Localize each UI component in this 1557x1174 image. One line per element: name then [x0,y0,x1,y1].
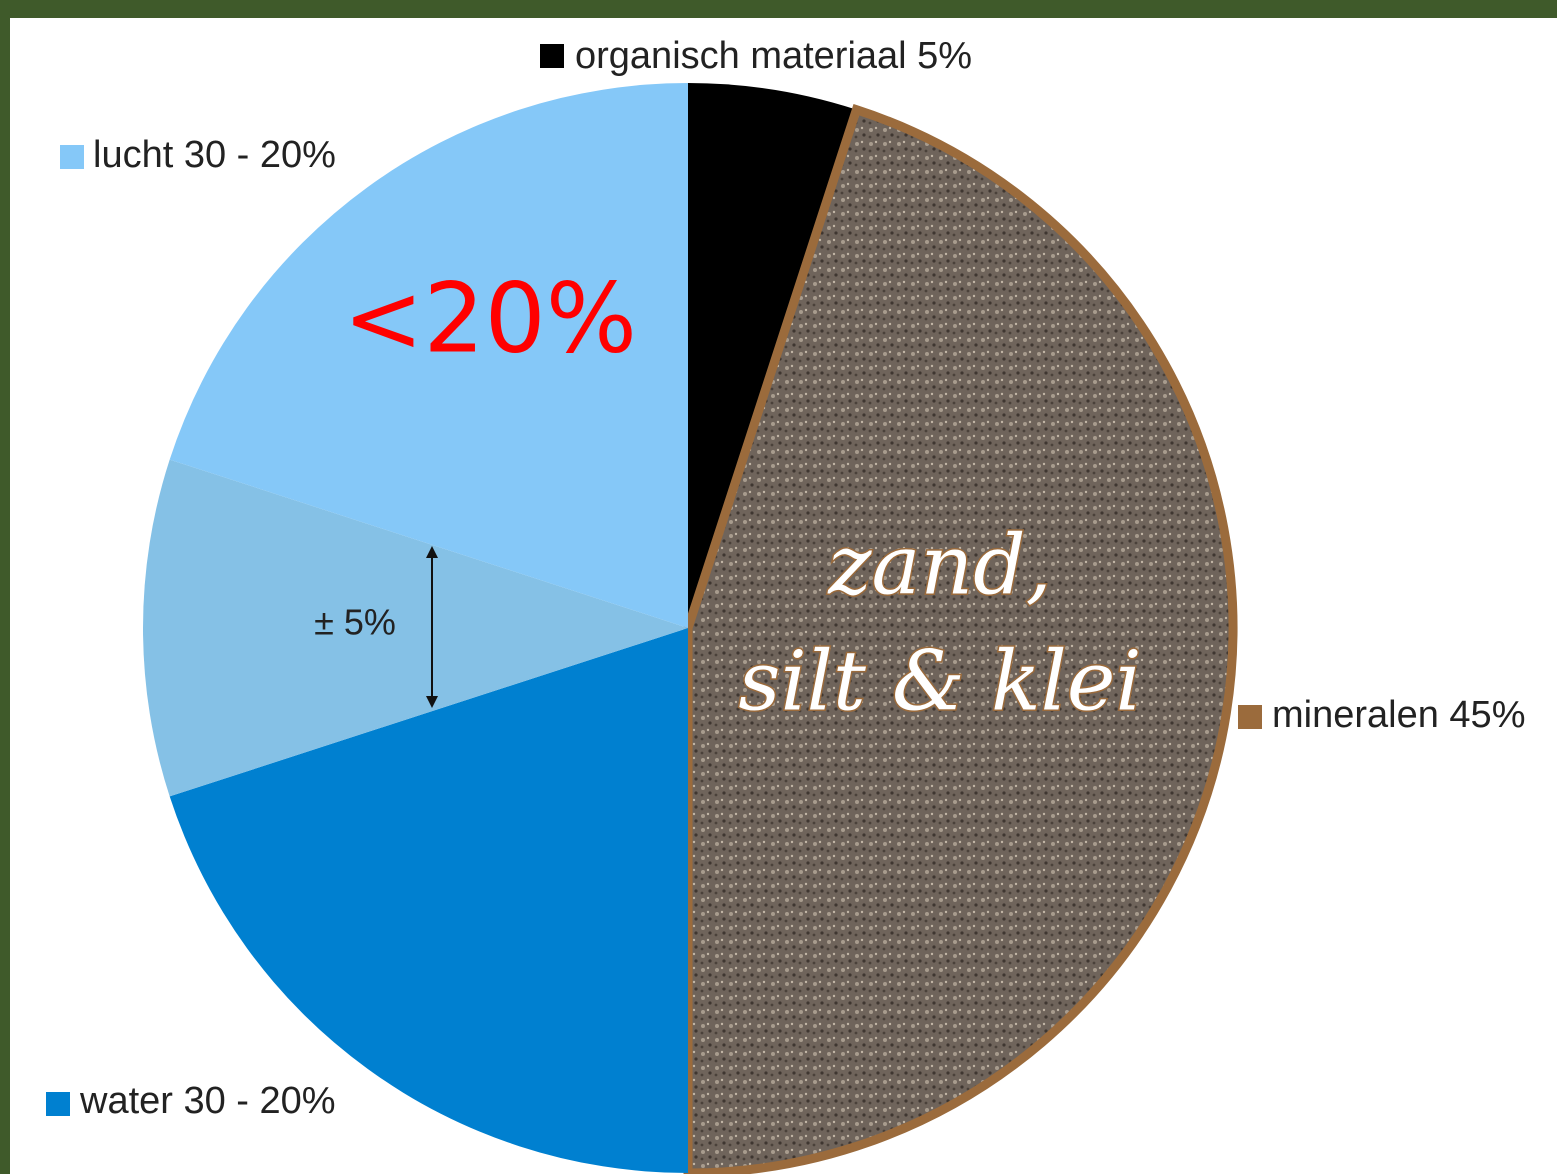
legend-label: organisch materiaal 5% [575,35,972,77]
legend-label: mineralen 45% [1272,694,1525,736]
pie-slice [683,103,1238,1174]
annotation: zand, [827,519,1051,614]
legend-label: water 30 - 20% [79,1080,336,1122]
annotation: silt & klei [738,635,1141,730]
legend-swatch [46,1092,70,1116]
legend-swatch [540,44,564,68]
legend-label: lucht 30 - 20% [93,134,336,176]
legend-swatch [60,145,84,169]
pie-slice [169,83,688,628]
pie-slice [142,459,688,797]
annotation: <20% [343,262,637,374]
pie-slice [169,628,688,1173]
legend-swatch [1238,705,1262,729]
annotation: ± 5% [314,602,396,643]
